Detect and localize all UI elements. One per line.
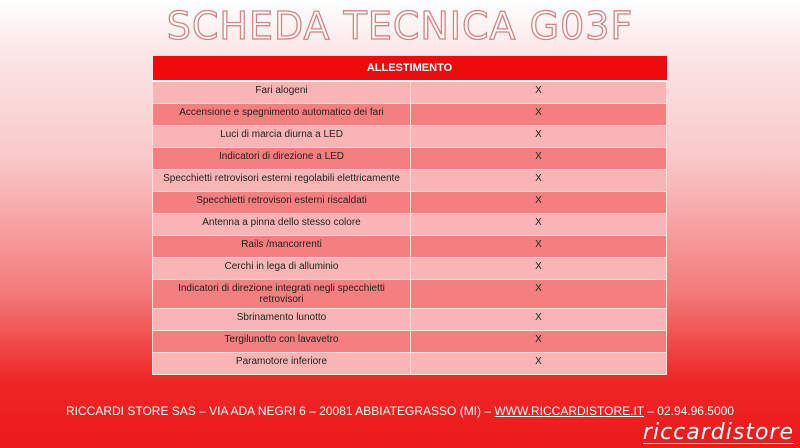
feature-cell: Indicatori di direzione integrati negli … [152,279,411,309]
value-cell: X [410,330,667,353]
table-row: Sbrinamento lunotto X [152,308,667,331]
value-cell: X [410,279,667,309]
feature-cell: Indicatori di direzione a LED [152,147,411,170]
feature-cell: Luci di marcia diurna a LED [152,125,411,148]
value-cell: X [410,125,667,148]
value-cell: X [410,308,667,331]
table-row: Indicatori di direzione integrati negli … [152,279,667,309]
table-header: ALLESTIMENTO [152,56,667,82]
value-cell: X [410,80,667,104]
feature-cell: Rails /mancorrenti [152,235,411,258]
value-cell: X [410,103,667,126]
table-row: Rails /mancorrenti X [152,235,667,258]
value-cell: X [410,191,667,214]
feature-cell: Antenna a pinna dello stesso colore [152,213,411,236]
footer-phone: – 02.94.96.5000 [643,404,735,418]
value-cell: X [410,213,667,236]
spec-table: ALLESTIMENTO Fari alogeni X Accensione e s… [152,56,667,375]
table-row: Paramotore inferiore X [152,352,667,375]
feature-cell: Specchietti retrovisori esterni riscalda… [152,191,411,214]
feature-cell: Fari alogeni [152,80,411,104]
footer-address: RICCARDI STORE SAS – VIA ADA NEGRI 6 – 2… [65,404,495,418]
feature-cell: Cerchi in lega di alluminio [152,257,411,280]
table-row: Cerchi in lega di alluminio X [152,257,667,280]
table-row: Indicatori di direzione a LED X [152,147,667,170]
value-cell: X [410,235,667,258]
table-row: Luci di marcia diurna a LED X [152,125,667,148]
feature-cell: Accensione e spegnimento automatico dei … [152,103,411,126]
value-cell: X [410,352,667,375]
feature-cell: Tergilunotto con lavavetro [152,330,411,353]
value-cell: X [410,257,667,280]
footer: RICCARDI STORE SAS – VIA ADA NEGRI 6 – 2… [0,404,800,418]
feature-cell: Sbrinamento lunotto [152,308,411,331]
table-row: Specchietti retrovisori esterni riscalda… [152,191,667,214]
feature-cell: Specchietti retrovisori esterni regolabi… [152,169,411,192]
feature-cell: Paramotore inferiore [152,352,411,375]
value-cell: X [410,169,667,192]
table-row: Specchietti retrovisori esterni regolabi… [152,169,667,192]
logo: riccardistore [642,420,794,445]
table-row: Fari alogeni X [152,80,667,104]
website-link[interactable]: WWW.RICCARDISTORE.IT [494,404,644,418]
table-row: Accensione e spegnimento automatico dei … [152,103,667,126]
table-row: Antenna a pinna dello stesso colore X [152,213,667,236]
page-title: SCHEDA TECNICA G03F [166,3,634,48]
table-row: Tergilunotto con lavavetro X [152,330,667,353]
value-cell: X [410,147,667,170]
